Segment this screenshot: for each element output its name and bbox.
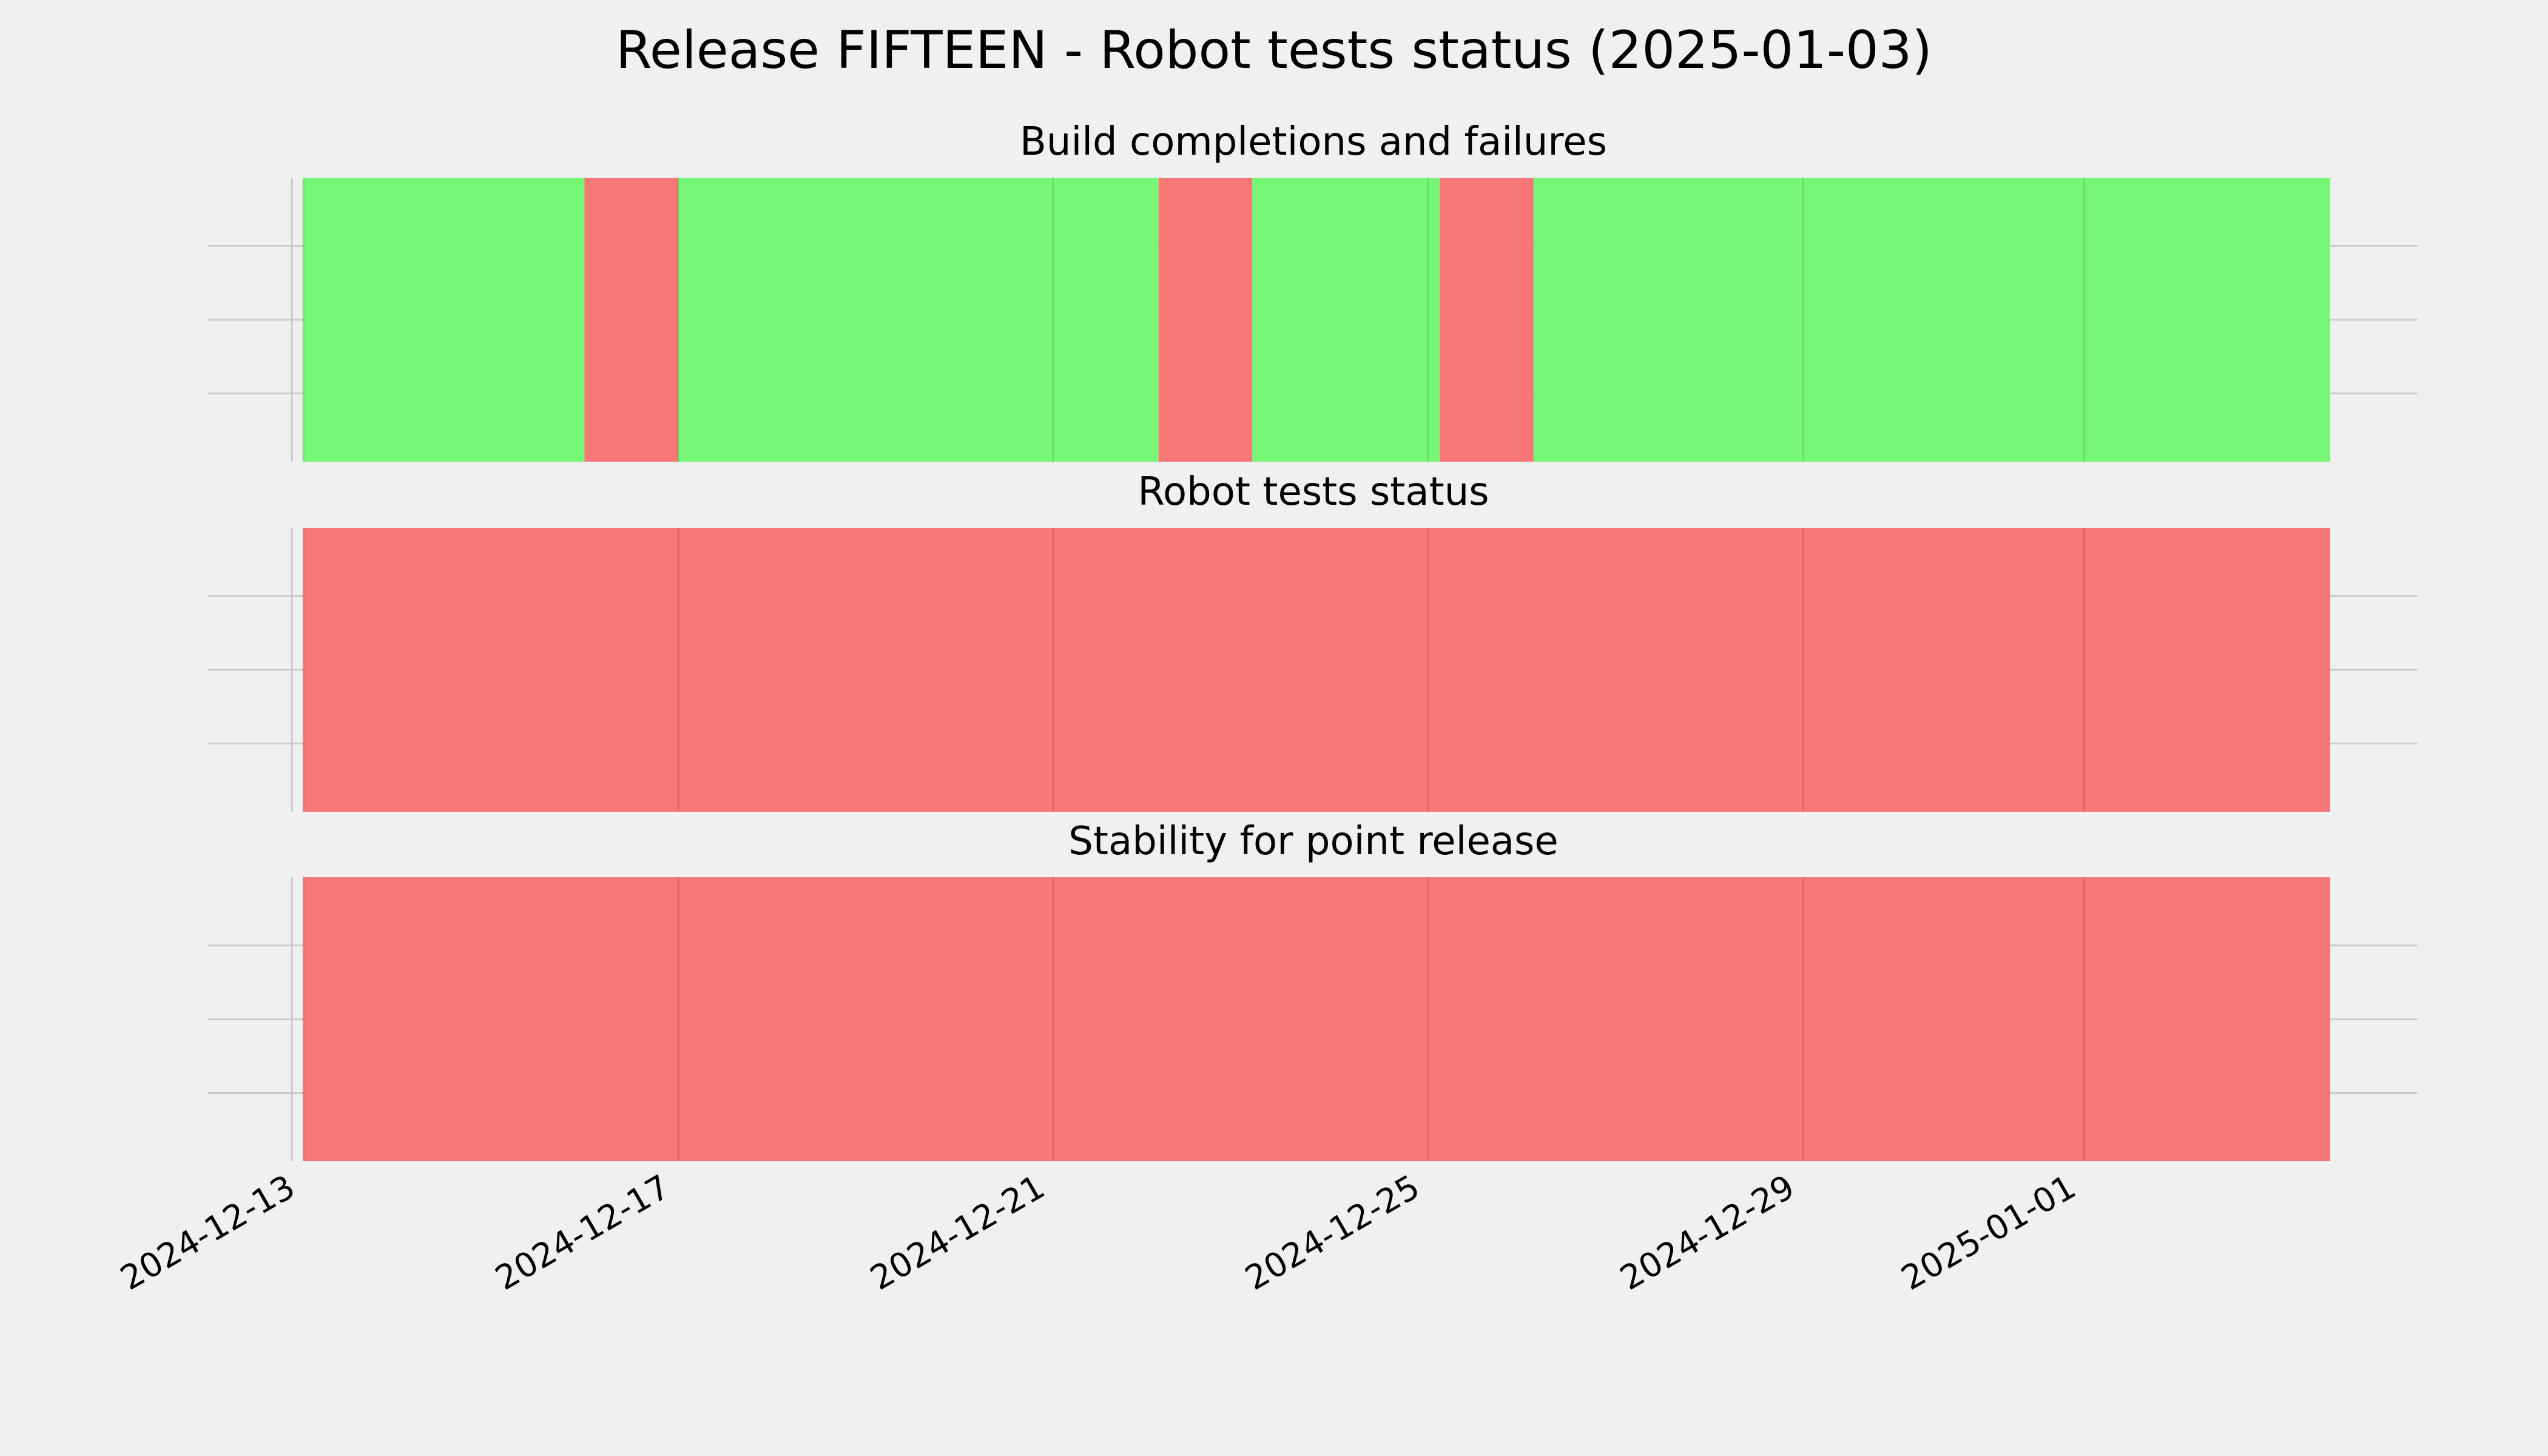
status-bar-pass [1533, 178, 2331, 462]
panel-1: Build completions and failures [208, 120, 2418, 462]
status-bar-fail [303, 877, 2331, 1161]
status-bar-fail [1158, 178, 1253, 462]
status-bar-pass [303, 178, 585, 462]
x-tick-label: 2024-12-29 [1614, 1167, 1801, 1298]
panels: Build completions and failures Robot test… [208, 120, 2418, 1161]
status-bar-fail [584, 178, 678, 462]
x-tick-label: 2024-12-21 [864, 1167, 1051, 1298]
x-tick-label: 2024-12-13 [114, 1167, 302, 1298]
x-axis-tick-labels: 2024-12-13 2024-12-17 2024-12-21 2024-12-25… [114, 1167, 2082, 1298]
panel-2: Robot tests status [208, 470, 2418, 812]
panel-title: Stability for point release [1068, 819, 1559, 864]
x-tick-label: 2025-01-01 [1895, 1167, 2082, 1298]
panel-title: Build completions and failures [1020, 120, 1607, 164]
panel-3: Stability for point release [208, 819, 2418, 1161]
x-tick-label: 2024-12-17 [489, 1167, 676, 1298]
status-bar-fail [1440, 178, 1534, 462]
status-bar-pass [678, 178, 1159, 462]
figure-title: Release FIFTEEN - Robot tests status (20… [616, 20, 1932, 81]
status-bar-pass [1252, 178, 1440, 462]
panel-title: Robot tests status [1138, 470, 1489, 514]
x-tick-label: 2024-12-25 [1239, 1167, 1426, 1298]
status-bar-fail [303, 528, 2331, 812]
